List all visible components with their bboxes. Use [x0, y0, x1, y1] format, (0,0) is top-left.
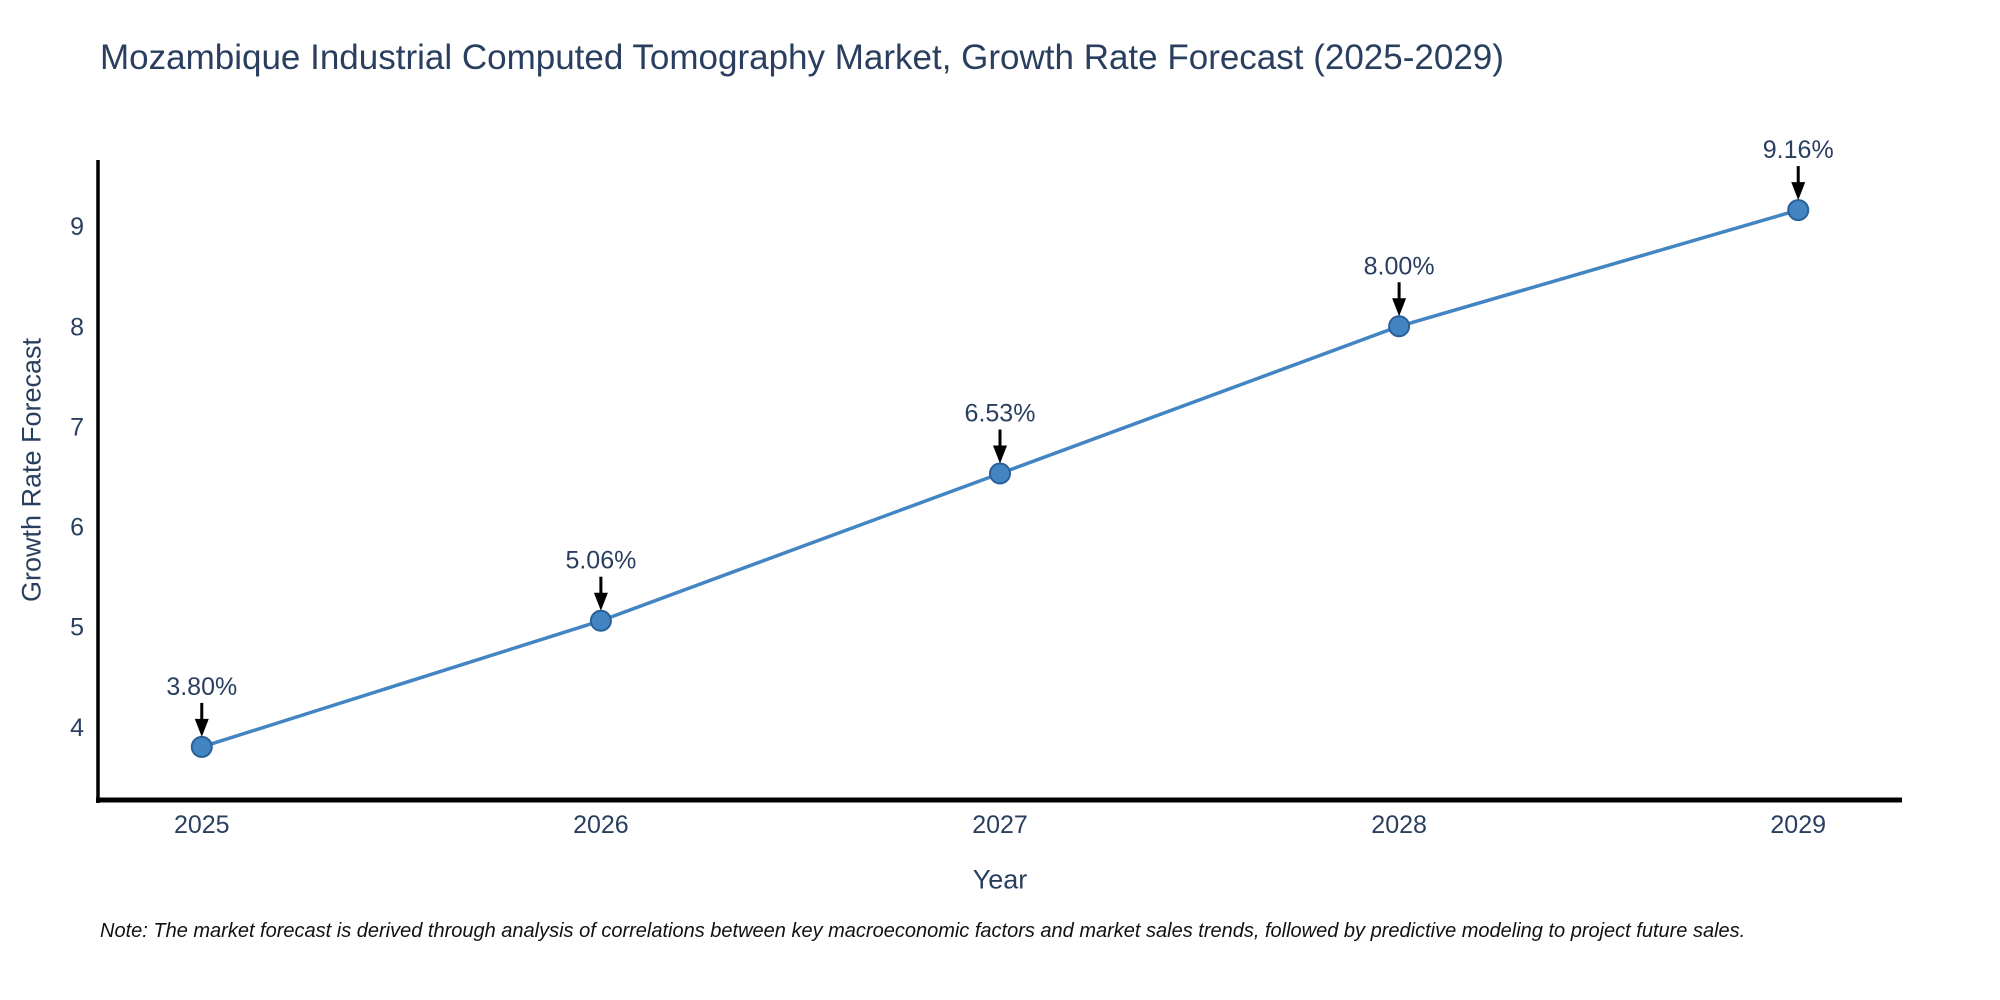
y-axis-title: Growth Rate Forecast — [16, 337, 47, 603]
annotation-arrowhead-icon — [194, 718, 209, 737]
point-annotation-label: 3.80% — [166, 673, 237, 701]
y-tick-label: 7 — [70, 413, 84, 441]
y-tick-label: 6 — [70, 514, 84, 542]
y-tick-label: 8 — [70, 313, 84, 341]
point-annotation-label: 8.00% — [1364, 252, 1435, 280]
y-tick-label: 4 — [70, 714, 84, 742]
chart-title: Mozambique Industrial Computed Tomograph… — [100, 38, 1504, 77]
data-point — [190, 735, 213, 758]
point-annotation-label: 5.06% — [565, 547, 636, 575]
y-tick-label: 9 — [70, 213, 84, 241]
data-point — [989, 462, 1011, 485]
data-point — [1388, 315, 1411, 338]
x-tick-label: 2026 — [573, 811, 629, 839]
footnote: Note: The market forecast is derived thr… — [100, 920, 1746, 942]
point-annotation-label: 6.53% — [965, 399, 1036, 427]
annotation-arrowhead-icon — [1392, 298, 1407, 317]
x-tick-label: 2027 — [972, 811, 1028, 839]
y-tick-label: 5 — [70, 614, 84, 642]
point-annotation-label: 9.16% — [1763, 136, 1834, 164]
annotation-arrowhead-icon — [593, 592, 608, 611]
x-tick-label: 2025 — [174, 811, 230, 839]
data-point — [589, 609, 612, 632]
x-tick-label: 2028 — [1371, 811, 1427, 839]
annotation-arrowhead-icon — [1791, 182, 1806, 201]
x-axis-title: Year — [972, 864, 1028, 895]
data-point — [1787, 199, 1810, 222]
x-tick-label: 2029 — [1770, 811, 1826, 839]
annotation-arrowhead-icon — [993, 445, 1007, 464]
